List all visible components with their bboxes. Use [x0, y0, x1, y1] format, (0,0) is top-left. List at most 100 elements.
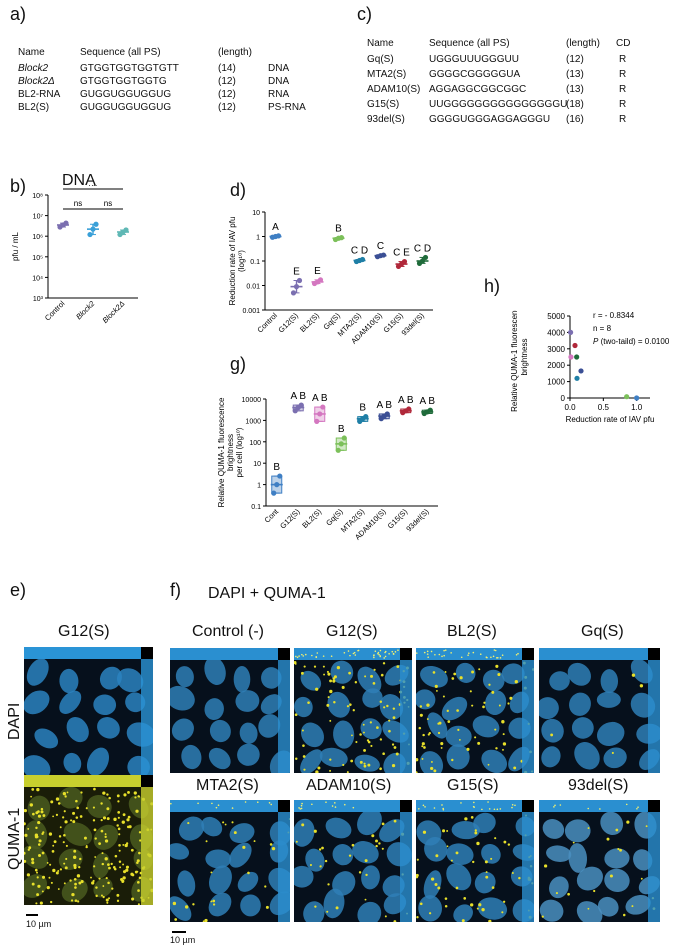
table-c-cell-name: G15(S): [367, 99, 400, 110]
fluorescent-spot: [428, 912, 432, 915]
fluorescent-spot: [102, 791, 106, 795]
category-label: Block2: [74, 298, 97, 321]
fluorescent-spot: [101, 852, 104, 855]
table-a-cell-name: BL2(S): [18, 102, 50, 113]
strip-spot: [424, 806, 426, 808]
table-c-cell-sequence: GGGGCGGGGGUA: [429, 69, 521, 80]
data-point: [317, 411, 323, 417]
fluorescent-spot: [269, 843, 273, 846]
fluorescent-spot: [419, 705, 423, 708]
category-label: Cont: [263, 506, 281, 524]
y-tick-label: 0.1: [251, 504, 261, 511]
fluorescent-spot: [481, 907, 485, 912]
micrograph-f-93del: [539, 800, 660, 922]
fluorescent-spot: [302, 755, 306, 758]
scale-label-e: 10 µm: [26, 919, 52, 929]
orthogonal-strip-top: [24, 775, 141, 787]
fluorescent-spot: [121, 880, 124, 884]
fluorescent-spot: [118, 849, 121, 852]
fluorescent-spot: [446, 709, 449, 713]
x-axis-label: Reduction rate of IAV pfu: [566, 415, 655, 424]
orthogonal-strip-top: [294, 800, 400, 812]
table-a-cell-type: RNA: [268, 89, 290, 100]
fluorescent-spot: [332, 679, 336, 683]
fluorescent-spot: [70, 899, 74, 902]
orthogonal-strip-top: [539, 800, 648, 812]
nucleus: [99, 666, 122, 690]
significance-letter: B: [338, 424, 345, 435]
strip-spot: [499, 808, 502, 810]
strip-spot: [416, 652, 418, 654]
fluorescent-spot: [122, 813, 126, 817]
fluorescent-spot: [98, 877, 101, 880]
fluorescent-spot: [440, 746, 443, 749]
nucleus: [209, 719, 231, 743]
fluorescent-spot: [111, 887, 114, 890]
fluorescent-spot: [421, 742, 425, 746]
strip-spot: [511, 803, 514, 806]
fluorescent-spot: [117, 816, 120, 819]
micrograph-image: [170, 648, 290, 773]
fluorescent-spot: [78, 866, 81, 869]
strip-spot: [494, 649, 497, 652]
data-point: [359, 256, 366, 263]
strip-spot: [352, 652, 355, 655]
fluorescent-spot: [36, 871, 38, 874]
fluorescent-spot: [265, 905, 269, 909]
annotation: P (two-taild) = 0.0100: [593, 337, 670, 346]
nucleus: [229, 842, 252, 868]
strip-spot: [325, 801, 327, 803]
fluorescent-spot: [102, 816, 107, 820]
nucleus: [204, 698, 224, 721]
fluorescent-spot: [485, 875, 489, 879]
fluorescent-spot: [92, 806, 95, 809]
fluorescent-spot: [587, 827, 590, 830]
orthogonal-strip-side: [522, 660, 534, 773]
fluorescent-spot: [421, 745, 424, 748]
data-point: [406, 406, 412, 412]
fluorescent-spot: [187, 822, 190, 825]
micrograph-image: [24, 775, 153, 905]
strip-spot: [460, 656, 463, 659]
fluorescent-spot: [204, 918, 208, 922]
fluorescent-spot: [117, 810, 121, 814]
fluorescent-spot: [34, 833, 39, 837]
strip-spot: [441, 804, 443, 806]
orthogonal-strip-side: [648, 812, 660, 922]
panel-e-title: G12(S): [58, 623, 110, 640]
fluorescent-spot: [376, 726, 379, 729]
fluorescent-spot: [318, 848, 322, 851]
nucleus: [294, 818, 315, 847]
y-tick-label: 100: [249, 440, 261, 447]
fluorescent-spot: [63, 882, 66, 885]
fluorescent-spot: [329, 719, 332, 722]
nucleus: [419, 751, 444, 773]
data-point: [338, 441, 344, 447]
fluorescent-spot: [333, 675, 337, 679]
chart-b: 10³ 10⁴ 10⁵ 10⁶ 10⁷ 10⁸ pfu / mL Control Block2 B…: [11, 185, 138, 325]
fluorescent-spot: [74, 886, 77, 889]
data-point: [568, 354, 574, 360]
fluorescent-spot: [53, 840, 57, 844]
panel-e-dapi-label: DAPI: [6, 702, 23, 740]
strip-spot: [460, 802, 462, 804]
fluorescent-spot: [485, 871, 488, 874]
fluorescent-spot: [319, 865, 322, 868]
strip-spot: [304, 653, 307, 656]
nucleus: [178, 816, 205, 841]
fluorescent-spot: [136, 881, 140, 884]
fluorescent-spot: [348, 854, 352, 857]
fluorescent-spot: [62, 816, 65, 819]
strip-spot: [426, 650, 429, 653]
nucleus: [26, 658, 49, 686]
fluorescent-spot: [309, 863, 313, 867]
nucleus: [420, 665, 448, 688]
fluorescent-spot: [174, 918, 178, 921]
fluorescent-spot: [31, 861, 35, 865]
fluorescent-spot: [294, 713, 298, 717]
fluorescent-spot: [350, 759, 354, 763]
significance-letter: A B: [398, 395, 414, 406]
data-point: [87, 231, 93, 238]
strip-spot: [443, 654, 445, 657]
fluorescent-spot: [502, 742, 507, 746]
